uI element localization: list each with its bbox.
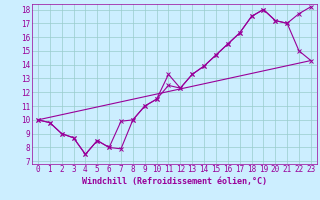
X-axis label: Windchill (Refroidissement éolien,°C): Windchill (Refroidissement éolien,°C) [82,177,267,186]
